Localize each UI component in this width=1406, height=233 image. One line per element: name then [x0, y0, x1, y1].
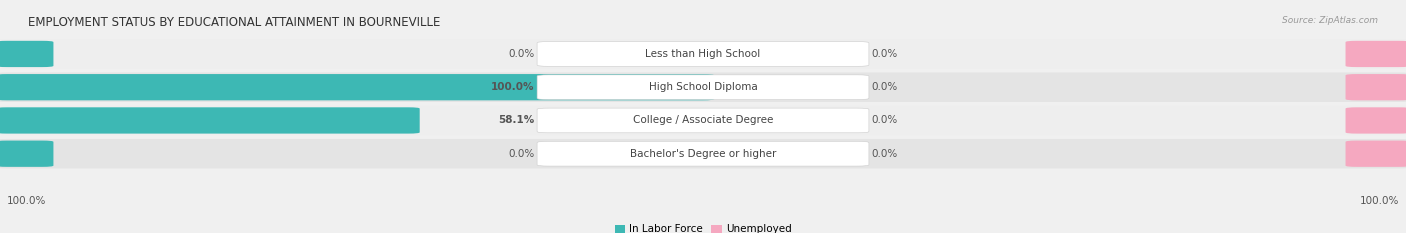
Text: 0.0%: 0.0% [508, 49, 534, 59]
FancyBboxPatch shape [1346, 107, 1406, 134]
Text: 100.0%: 100.0% [491, 82, 534, 92]
Text: 100.0%: 100.0% [7, 196, 46, 206]
FancyBboxPatch shape [537, 75, 869, 99]
Text: 0.0%: 0.0% [872, 149, 898, 159]
Text: College / Associate Degree: College / Associate Degree [633, 116, 773, 125]
FancyBboxPatch shape [0, 139, 1406, 168]
FancyBboxPatch shape [537, 141, 869, 166]
FancyBboxPatch shape [1346, 41, 1406, 67]
FancyBboxPatch shape [0, 106, 1406, 135]
FancyBboxPatch shape [537, 108, 869, 133]
Legend: In Labor Force, Unemployed: In Labor Force, Unemployed [610, 220, 796, 233]
Text: 100.0%: 100.0% [1360, 196, 1399, 206]
FancyBboxPatch shape [1346, 140, 1406, 167]
Text: 58.1%: 58.1% [498, 116, 534, 125]
Text: High School Diploma: High School Diploma [648, 82, 758, 92]
FancyBboxPatch shape [0, 39, 1406, 69]
FancyBboxPatch shape [0, 140, 53, 167]
FancyBboxPatch shape [0, 41, 53, 67]
Text: 0.0%: 0.0% [508, 149, 534, 159]
Text: Source: ZipAtlas.com: Source: ZipAtlas.com [1282, 16, 1378, 25]
FancyBboxPatch shape [0, 74, 714, 100]
Text: 0.0%: 0.0% [872, 49, 898, 59]
Text: Less than High School: Less than High School [645, 49, 761, 59]
FancyBboxPatch shape [1346, 74, 1406, 100]
FancyBboxPatch shape [0, 72, 1406, 102]
FancyBboxPatch shape [537, 42, 869, 66]
FancyBboxPatch shape [0, 107, 419, 134]
Text: 0.0%: 0.0% [872, 82, 898, 92]
Text: EMPLOYMENT STATUS BY EDUCATIONAL ATTAINMENT IN BOURNEVILLE: EMPLOYMENT STATUS BY EDUCATIONAL ATTAINM… [28, 16, 440, 29]
Text: 0.0%: 0.0% [872, 116, 898, 125]
Text: Bachelor's Degree or higher: Bachelor's Degree or higher [630, 149, 776, 159]
